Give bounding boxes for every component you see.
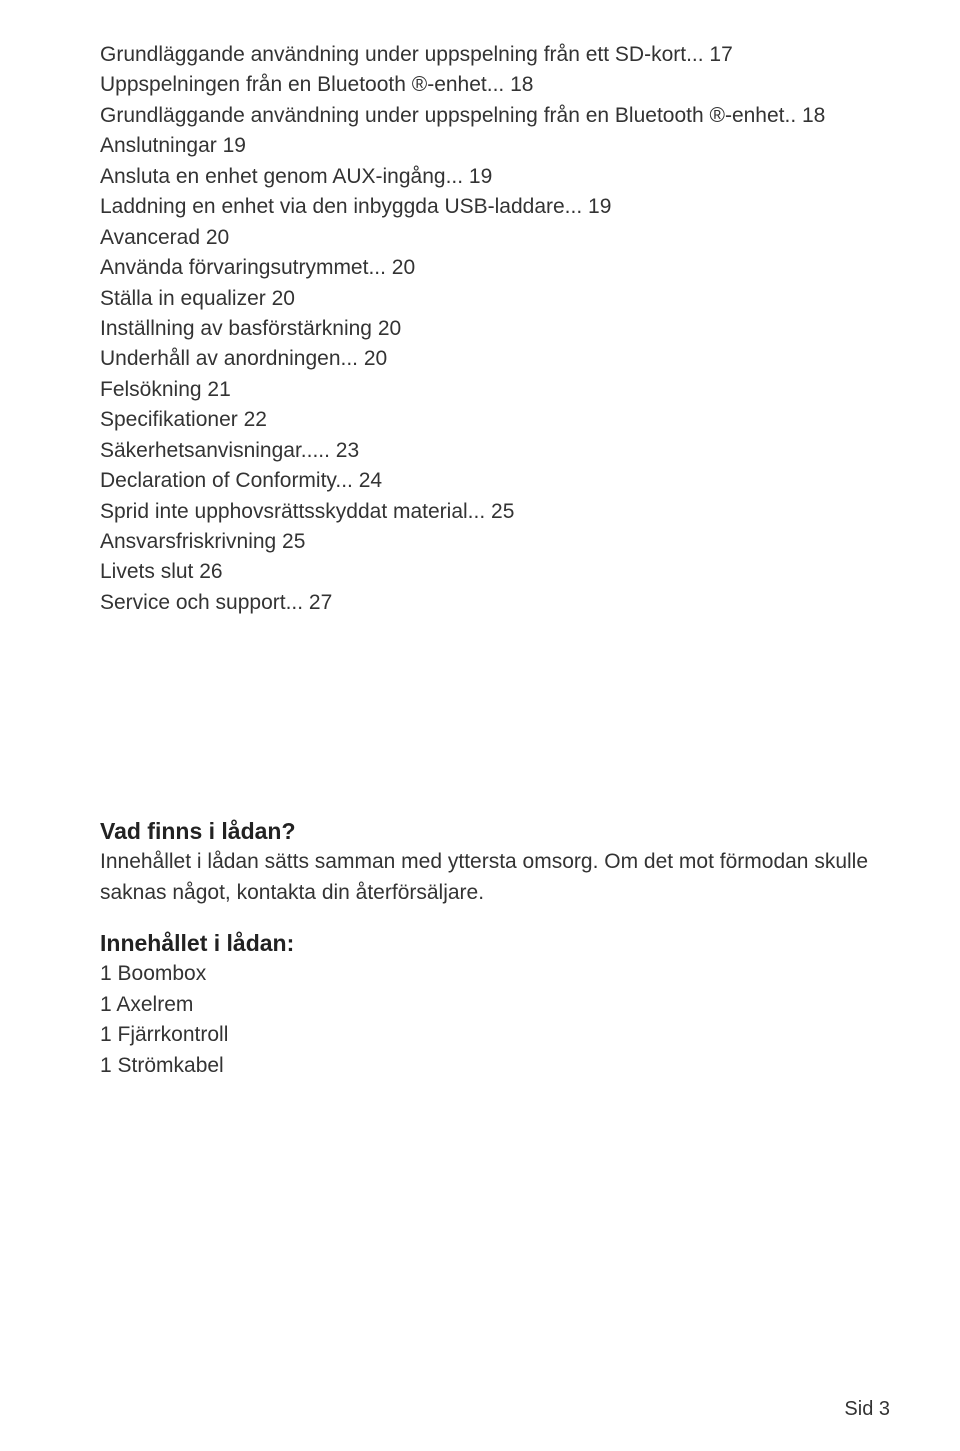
toc-line: Sprid inte upphovsrättsskyddat material.…: [100, 497, 890, 527]
toc-line: Grundläggande användning under uppspelni…: [100, 101, 890, 131]
toc-line: Avancerad 20: [100, 223, 890, 253]
toc-line: Grundläggande användning under uppspelni…: [100, 40, 890, 70]
section-body: Innehållet i lådan sätts samman med ytte…: [100, 847, 890, 908]
toc-line: Ansluta en enhet genom AUX-ingång... 19: [100, 162, 890, 192]
toc-line: Underhåll av anordningen... 20: [100, 344, 890, 374]
toc-line: Service och support... 27: [100, 588, 890, 618]
toc-line: Inställning av basförstärkning 20: [100, 314, 890, 344]
toc-line: Ställa in equalizer 20: [100, 284, 890, 314]
contents-heading: Innehållet i lådan:: [100, 930, 890, 957]
toc-line: Uppspelningen från en Bluetooth ®-enhet.…: [100, 70, 890, 100]
toc-line: Laddning en enhet via den inbyggda USB-l…: [100, 192, 890, 222]
toc-line: Specifikationer 22: [100, 405, 890, 435]
toc-line: Säkerhetsanvisningar..... 23: [100, 436, 890, 466]
page-number: Sid 3: [844, 1398, 890, 1421]
toc-line: Anslutningar 19: [100, 131, 890, 161]
toc-line: Ansvarsfriskrivning 25: [100, 527, 890, 557]
section-heading: Vad finns i lådan?: [100, 818, 890, 845]
toc-line: Använda förvaringsutrymmet... 20: [100, 253, 890, 283]
list-item: 1 Fjärrkontroll: [100, 1020, 890, 1050]
list-item: 1 Boombox: [100, 959, 890, 989]
list-item: 1 Axelrem: [100, 990, 890, 1020]
toc-block: Grundläggande användning under uppspelni…: [100, 40, 890, 618]
toc-line: Declaration of Conformity... 24: [100, 466, 890, 496]
toc-line: Livets slut 26: [100, 557, 890, 587]
list-item: 1 Strömkabel: [100, 1051, 890, 1081]
toc-line: Felsökning 21: [100, 375, 890, 405]
